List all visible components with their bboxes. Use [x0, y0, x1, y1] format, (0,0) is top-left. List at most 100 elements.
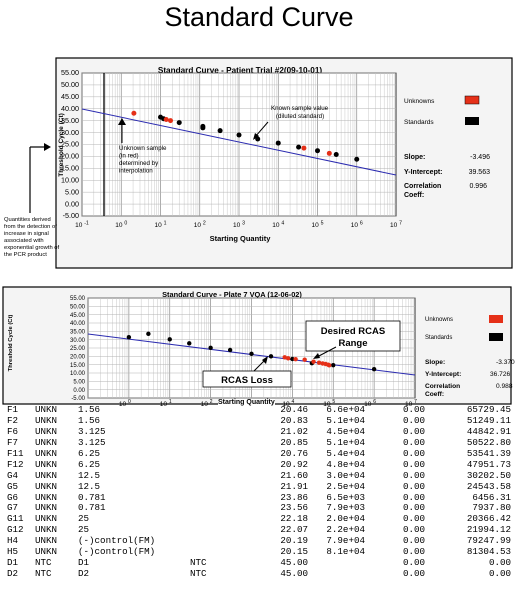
table-cell: 3.0e+04	[326, 469, 365, 481]
table-row: G11 UNKN 25 22.18 2.0e+04 0.00 20366.42	[5, 513, 513, 525]
table-cell: UNKN	[35, 458, 58, 470]
x-axis-label: Starting Quantity	[218, 399, 275, 406]
x-tick-labels: 10 -1 10 0 10 1 10 2 10 3 10 4 10 5 10 6 10 7	[75, 221, 402, 230]
table-cell: 45.00	[280, 557, 308, 569]
table-cell: 23.86	[280, 491, 308, 503]
table-cell: G11	[7, 513, 24, 525]
table-cell: UNKN	[35, 469, 58, 481]
stat-correlation-label: Correlation Coeff:	[425, 383, 460, 398]
table-cell: 20.85	[280, 436, 308, 448]
unknown-point	[163, 116, 169, 122]
table-cell: 0.00	[402, 436, 425, 448]
table-cell: 7.9e+04	[326, 535, 365, 547]
y-axis-label: Threshold Cycle (Ct)	[58, 113, 65, 177]
chart-plate7: Standard Curve - Plate 7 VQA (12-06-02) …	[2, 286, 515, 405]
table-cell: 0.00	[402, 568, 425, 580]
table-cell: 6.25	[78, 458, 101, 470]
x-tick-label: 10 5	[312, 221, 324, 230]
table-cell: UNKN	[35, 404, 58, 415]
table-cell: UNKN	[35, 447, 58, 459]
standard-point	[200, 125, 206, 131]
y-tick-label: 40.00	[61, 104, 79, 113]
y-axis-label: Threshold Cycle (Ct)	[8, 315, 14, 372]
stat-correlation-value: 0.988	[496, 383, 513, 390]
standard-point	[255, 136, 261, 142]
standard-point	[126, 334, 132, 340]
table-cell: 20.92	[280, 458, 308, 470]
table-cell: 47951.73	[466, 458, 511, 470]
unknown-point	[316, 360, 322, 365]
table-cell: D1	[78, 557, 90, 569]
table-cell: 45.00	[280, 568, 308, 580]
table-cell: UNKN	[35, 502, 58, 514]
stat-intercept-label: Y-Intercept:	[425, 371, 461, 378]
x-tick-label: 10 0	[115, 221, 127, 230]
annotation-desired-range: Desired RCAS Range	[305, 320, 401, 359]
table-row: G6 UNKN 0.781 23.86 6.5e+03 0.00 6456.31	[5, 491, 513, 504]
x-tick-labels: 10 010 110 210 310 410 510 610 7Starting…	[0, 399, 518, 411]
table-cell: 4.8e+04	[326, 458, 365, 470]
table-row: D1 NTC D1 NTC 45.00 0.00 0.00	[5, 557, 513, 569]
y-tick-label: 10.00	[61, 175, 79, 184]
table-cell: 0.00	[488, 557, 511, 569]
table-cell: 23.56	[280, 502, 308, 514]
stat-slope-label: Slope:	[425, 359, 445, 366]
legend-standards-swatch	[465, 117, 479, 125]
x-tick-label: 10 5	[323, 399, 336, 409]
y-tick-label: 20.00	[70, 355, 86, 361]
stat-slope-label: Slope:	[404, 154, 425, 161]
table-cell: UNKN	[35, 535, 58, 547]
table-row: H4 UNKN (-)control(FM) 20.19 7.9e+04 0.00 7924…	[5, 535, 513, 547]
table-cell: UNKN	[35, 546, 58, 558]
table-cell: 2.2e+04	[326, 524, 365, 536]
table-cell: 0.00	[402, 447, 425, 459]
table-cell: 0.00	[402, 414, 425, 426]
legend-unknowns-swatch	[489, 315, 503, 323]
table-cell: 79247.99	[466, 535, 511, 547]
table-cell: 0.00	[488, 568, 511, 580]
x-tick-label: 10 0	[118, 399, 131, 409]
table-cell: 1.56	[78, 414, 101, 426]
page-title: Standard Curve	[164, 2, 354, 32]
stat-correlation-label: Correlation Coeff:	[404, 183, 441, 199]
x-tick-label: 10 4	[282, 399, 295, 409]
table-cell: UNKN	[35, 414, 58, 426]
y-tick-label: -5.00	[63, 211, 79, 220]
fit-line	[81, 108, 397, 176]
table-cell: 0.00	[402, 524, 425, 536]
y-tick-label: 25.00	[61, 140, 79, 149]
table-cell: NTC	[190, 568, 207, 580]
table-cell: F2	[7, 414, 19, 426]
table-cell: 65729.45	[466, 404, 511, 415]
table-row: D2 NTC D2 NTC 45.00 0.00 0.00	[5, 568, 513, 580]
standard-point	[333, 152, 339, 158]
unknown-point	[301, 145, 307, 151]
grid	[81, 72, 396, 217]
table-cell: 0.781	[78, 491, 106, 503]
table-cell: 1.56	[78, 404, 101, 415]
table-cell: D2	[78, 568, 90, 580]
x-tick-label: 10 4	[272, 221, 284, 230]
standard-point	[146, 331, 151, 337]
y-tick-label: 0.00	[73, 388, 85, 394]
table-cell: UNKN	[35, 436, 58, 448]
unknown-point	[327, 363, 332, 368]
standard-point	[167, 337, 172, 342]
table-row: F6 UNKN 3.125 21.02 4.5e+04 0.00 44842.91	[5, 425, 513, 438]
legend-standards-label: Standards	[425, 335, 452, 341]
table-cell: 0.00	[402, 546, 425, 558]
table-row: G5 UNKN 12.5 21.91 2.5e+04 0.00 24543.58	[5, 481, 513, 493]
table-cell: H5	[7, 546, 19, 558]
table-cell: 20.83	[280, 414, 308, 426]
table-cell: 0.00	[402, 404, 425, 415]
table-cell: F6	[7, 425, 19, 437]
unknown-point	[326, 150, 332, 156]
y-tick-label: 30.00	[70, 338, 86, 344]
table-cell: F11	[7, 447, 24, 459]
table-cell: 81304.53	[466, 546, 511, 558]
annotation-rcas-loss: RCAS Loss	[202, 356, 292, 388]
x-tick-label: 10 6	[364, 399, 377, 409]
table-cell: 20.76	[280, 447, 308, 459]
table-cell: 8.1e+04	[326, 546, 365, 558]
